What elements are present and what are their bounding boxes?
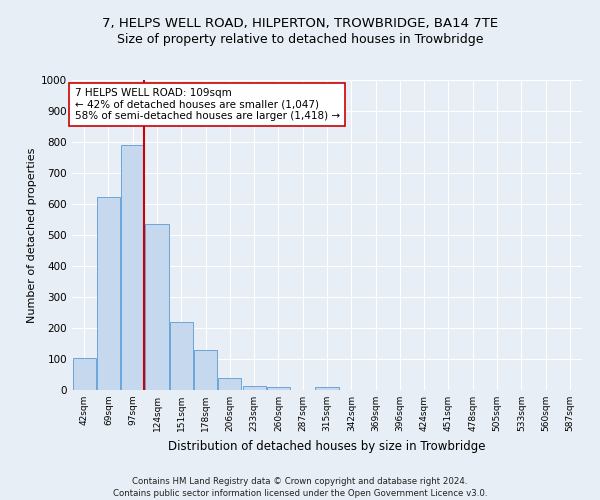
Bar (218, 378, 241, 390)
Bar (73, 358, 95, 390)
Bar (145, 224, 169, 390)
Text: 7 HELPS WELL ROAD: 109sqm
← 42% of detached houses are smaller (1,047)
58% of se: 7 HELPS WELL ROAD: 109sqm ← 42% of detac… (74, 88, 340, 121)
Bar (316, 387, 338, 390)
Text: Contains HM Land Registry data © Crown copyright and database right 2024.
Contai: Contains HM Land Registry data © Crown c… (113, 476, 487, 498)
Y-axis label: Number of detached properties: Number of detached properties (27, 148, 37, 322)
Bar (97, 197, 120, 390)
Bar (242, 386, 266, 390)
Text: 7, HELPS WELL ROAD, HILPERTON, TROWBRIDGE, BA14 7TE: 7, HELPS WELL ROAD, HILPERTON, TROWBRIDG… (102, 18, 498, 30)
Bar (170, 322, 193, 390)
Bar (121, 145, 144, 390)
Text: Size of property relative to detached houses in Trowbridge: Size of property relative to detached ho… (117, 32, 483, 46)
Bar (194, 350, 217, 390)
Bar (267, 387, 290, 390)
X-axis label: Distribution of detached houses by size in Trowbridge: Distribution of detached houses by size … (168, 440, 486, 452)
